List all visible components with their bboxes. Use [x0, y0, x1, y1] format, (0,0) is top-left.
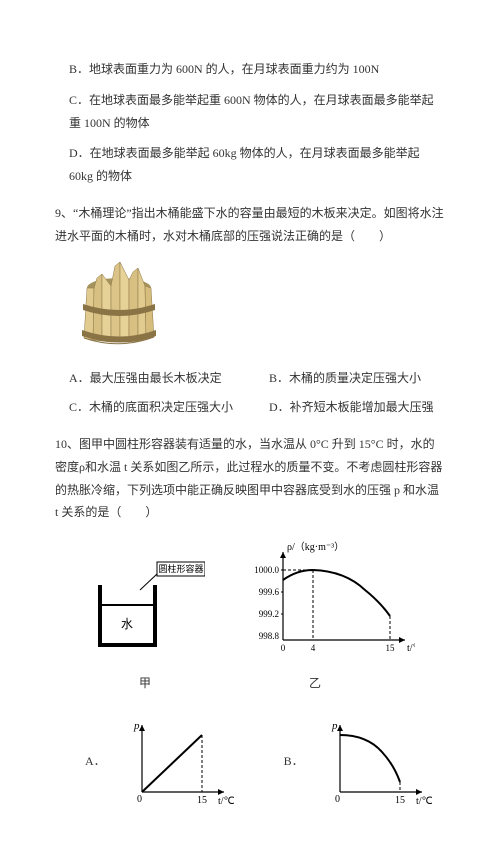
q10-stem: 10、图甲中圆柱形容器装有适量的水，当水温从 0°C 升到 15°C 时，水的密…: [55, 433, 445, 524]
a-xtick: 15: [197, 795, 207, 806]
opt-b-letter: B．: [284, 750, 304, 773]
q10-figure-jia: 圆柱形容器 水 甲: [85, 560, 205, 695]
q-prev-option-d: D．在地球表面最多能举起 60kg 物体的人，在月球表面最多能举起 60kg 的…: [69, 142, 445, 188]
q9-bucket-figure: [69, 258, 445, 358]
opt-a-letter: A．: [85, 750, 106, 773]
container-icon: 圆柱形容器 水: [85, 560, 205, 660]
q-prev-option-c: C．在地球表面最多能举起重 600N 物体的人，在月球表面最多能举起重 100N…: [69, 89, 445, 135]
b-origin: 0: [335, 794, 340, 805]
yi-ytick-1: 999.6: [259, 587, 280, 597]
yi-y-label: ρ/（kg·m⁻³）: [287, 541, 344, 553]
caption-yi: 乙: [215, 672, 415, 695]
q10-option-b: B． p t/℃ 0 15: [284, 717, 432, 807]
graph-a-icon: p t/℃ 0 15: [124, 717, 234, 807]
label-container: 圆柱形容器: [158, 563, 203, 574]
q10-figure-yi: ρ/（kg·m⁻³） 1000.0 999.6 999.2 998.8 0: [245, 540, 415, 695]
q9-option-b: B．木桶的质量决定压强大小: [269, 367, 445, 390]
q10-option-a: A． p t/℃ 0 15: [85, 717, 234, 807]
graph-b-icon: p t/℃ 0 15: [322, 717, 432, 807]
b-y-label: p: [331, 720, 338, 732]
a-origin: 0: [137, 794, 142, 805]
yi-ytick-2: 999.2: [259, 609, 279, 619]
q9-option-c: C．木桶的底面积决定压强大小: [69, 396, 269, 419]
yi-ytick-3: 998.8: [259, 631, 280, 641]
yi-x-label: t/℃: [407, 643, 415, 654]
q9-stem: 9、“木桶理论”指出木桶能盛下水的容量由最短的木板来决定。如图将水注进水平面的木…: [55, 202, 445, 248]
q-prev-option-b: B．地球表面重力为 600N 的人，在月球表面重力约为 100N: [69, 58, 445, 81]
b-x-label: t/℃: [416, 796, 432, 807]
density-graph-icon: ρ/（kg·m⁻³） 1000.0 999.6 999.2 998.8 0: [245, 540, 415, 660]
q9-option-a: A．最大压强由最长木板决定: [69, 367, 269, 390]
q9-option-d: D．补齐短木板能增加最大压强: [269, 396, 445, 419]
a-x-label: t/℃: [218, 796, 234, 807]
bucket-icon: [69, 258, 169, 350]
yi-xtick-1: 4: [311, 643, 316, 653]
b-xtick: 15: [395, 795, 405, 806]
label-water: 水: [121, 617, 133, 631]
yi-xtick-0: 0: [281, 643, 286, 653]
yi-xtick-2: 15: [386, 643, 396, 653]
yi-ytick-0: 1000.0: [254, 565, 279, 575]
a-y-label: p: [133, 720, 140, 732]
caption-jia: 甲: [85, 672, 205, 695]
